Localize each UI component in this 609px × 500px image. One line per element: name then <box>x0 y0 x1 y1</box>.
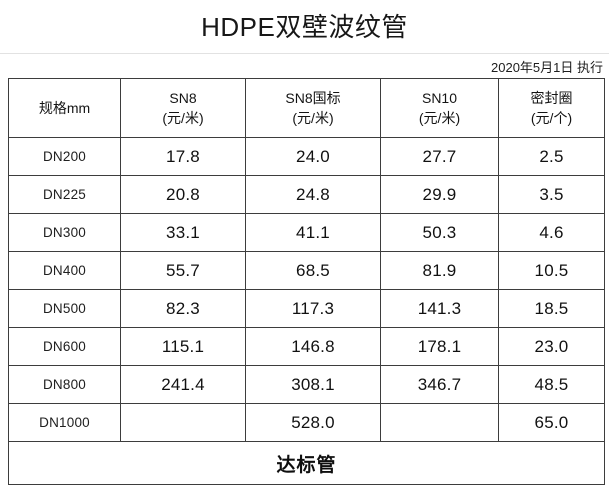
cell-spec: DN225 <box>8 175 121 214</box>
column-header-seal: 密封圈 (元/个) <box>498 78 605 138</box>
effective-date-band: 2020年5月1日 执行 <box>0 54 609 78</box>
column-header-sn8-national-label: SN8国标 <box>285 89 341 106</box>
cell-sn8-national: 24.8 <box>245 175 381 214</box>
column-header-sn8: SN8 (元/米) <box>120 78 246 138</box>
cell-sn10: 29.9 <box>380 175 499 214</box>
cell-sn10: 27.7 <box>380 137 499 176</box>
cell-seal: 23.0 <box>498 327 605 366</box>
column-header-sn8-national-unit: (元/米) <box>292 110 334 126</box>
cell-sn8: 241.4 <box>120 365 246 404</box>
table-row: DN300 33.1 41.1 50.3 4.6 <box>8 213 605 252</box>
table-row: DN600 115.1 146.8 178.1 23.0 <box>8 327 605 366</box>
cell-spec: DN1000 <box>8 403 121 442</box>
column-header-seal-unit: (元/个) <box>530 110 573 126</box>
cell-sn10: 81.9 <box>380 251 499 290</box>
table-row: DN800 241.4 308.1 346.7 48.5 <box>8 365 605 404</box>
column-header-sn10-unit: (元/米) <box>418 110 461 126</box>
cell-sn10: 50.3 <box>380 213 499 252</box>
cell-spec: DN300 <box>8 213 121 252</box>
cell-seal: 2.5 <box>498 137 605 176</box>
footer-label: 达标管 <box>8 441 605 485</box>
page-title: HDPE双壁波纹管 <box>201 11 408 42</box>
table-row: DN400 55.7 68.5 81.9 10.5 <box>8 251 605 290</box>
table-footer-row: 达标管 <box>8 441 605 485</box>
cell-seal: 48.5 <box>498 365 605 404</box>
cell-sn8: 17.8 <box>120 137 246 176</box>
cell-seal: 65.0 <box>498 403 605 442</box>
table-container: 规格mm SN8 (元/米) SN8国标 (元/米) SN10 (元/米) <box>0 78 609 485</box>
column-header-spec-label: 规格mm <box>38 99 91 116</box>
cell-sn8: 20.8 <box>120 175 246 214</box>
column-header-sn8-label: SN8 <box>169 89 197 106</box>
column-header-spec: 规格mm <box>8 78 121 138</box>
cell-sn8-national: 41.1 <box>245 213 381 252</box>
column-header-sn10-label: SN10 <box>421 89 458 106</box>
cell-sn8-national: 117.3 <box>245 289 381 328</box>
table-row: DN500 82.3 117.3 141.3 18.5 <box>8 289 605 328</box>
cell-sn10 <box>380 403 499 442</box>
cell-spec: DN600 <box>8 327 121 366</box>
cell-sn8-national: 308.1 <box>245 365 381 404</box>
title-band: HDPE双壁波纹管 <box>0 0 609 54</box>
cell-spec: DN200 <box>8 137 121 176</box>
cell-sn8: 55.7 <box>120 251 246 290</box>
cell-sn8-national: 528.0 <box>245 403 381 442</box>
cell-spec: DN800 <box>8 365 121 404</box>
cell-sn10: 346.7 <box>380 365 499 404</box>
cell-sn8: 33.1 <box>120 213 246 252</box>
column-header-sn10: SN10 (元/米) <box>380 78 499 138</box>
table-body: DN200 17.8 24.0 27.7 2.5 DN225 20.8 24.8… <box>8 137 605 485</box>
column-header-sn8-national: SN8国标 (元/米) <box>245 78 381 138</box>
cell-sn10: 178.1 <box>380 327 499 366</box>
table-row: DN200 17.8 24.0 27.7 2.5 <box>8 137 605 176</box>
cell-spec: DN500 <box>8 289 121 328</box>
cell-seal: 18.5 <box>498 289 605 328</box>
effective-date: 2020年5月1日 执行 <box>491 59 603 75</box>
cell-sn8-national: 68.5 <box>245 251 381 290</box>
cell-sn8: 82.3 <box>120 289 246 328</box>
cell-sn10: 141.3 <box>380 289 499 328</box>
cell-sn8: 115.1 <box>120 327 246 366</box>
table-row: DN1000 528.0 65.0 <box>8 403 605 442</box>
table-header-row: 规格mm SN8 (元/米) SN8国标 (元/米) SN10 (元/米) <box>8 78 605 138</box>
price-table: 规格mm SN8 (元/米) SN8国标 (元/米) SN10 (元/米) <box>8 78 605 485</box>
cell-sn8-national: 24.0 <box>245 137 381 176</box>
table-row: DN225 20.8 24.8 29.9 3.5 <box>8 175 605 214</box>
column-header-sn8-unit: (元/米) <box>162 110 204 126</box>
cell-seal: 4.6 <box>498 213 605 252</box>
column-header-seal-label: 密封圈 <box>530 89 573 106</box>
cell-sn8 <box>120 403 246 442</box>
cell-spec: DN400 <box>8 251 121 290</box>
cell-sn8-national: 146.8 <box>245 327 381 366</box>
cell-seal: 10.5 <box>498 251 605 290</box>
cell-seal: 3.5 <box>498 175 605 214</box>
